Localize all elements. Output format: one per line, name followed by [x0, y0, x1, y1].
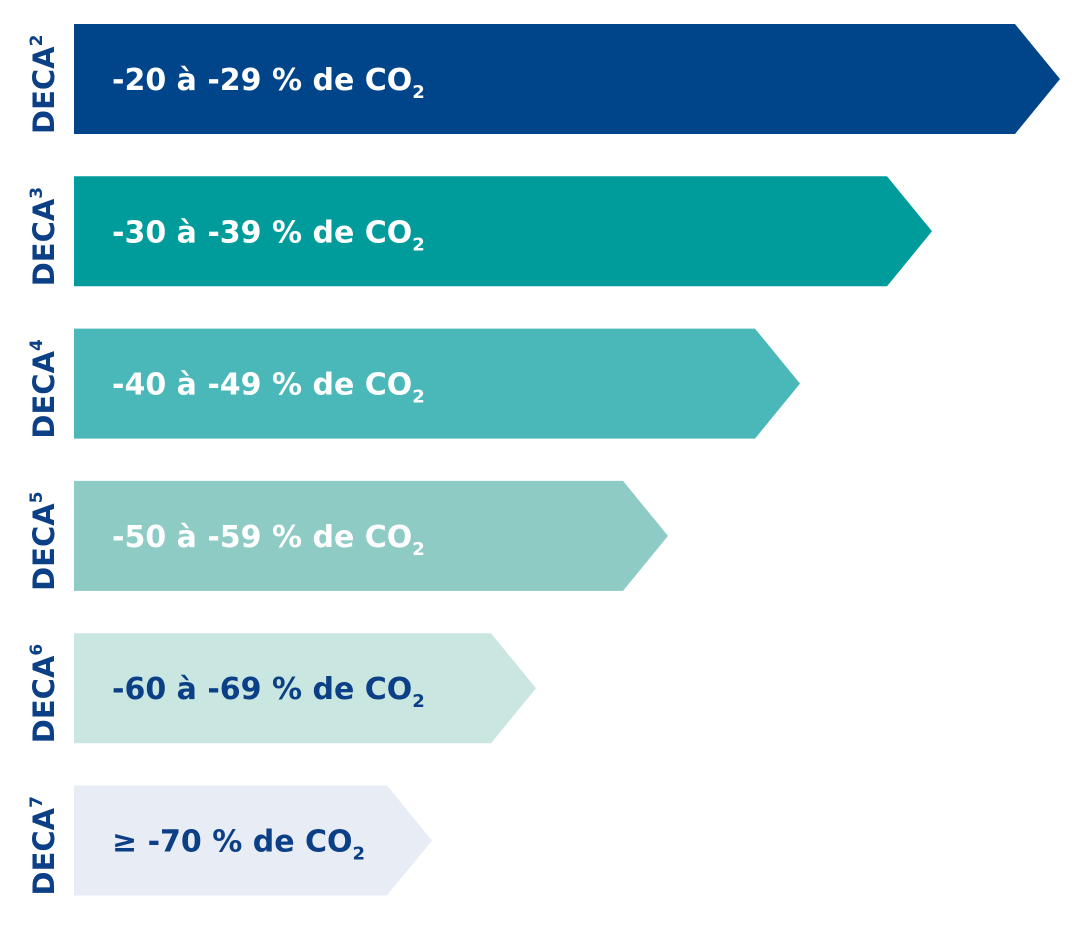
row-text: -20 à -29 % de CO2 — [112, 63, 425, 103]
label-text: DECA — [27, 807, 61, 895]
arrow-bar — [74, 24, 1060, 134]
row-text: -30 à -39 % de CO2 — [112, 215, 425, 255]
label-superscript: 5 — [27, 491, 47, 503]
reduction-text: -30 à -39 % de CO — [112, 215, 412, 250]
reduction-text: -20 à -29 % de CO — [112, 63, 412, 98]
subscript: 2 — [353, 844, 366, 865]
arrow-bar — [74, 328, 800, 439]
reduction-text: ≥ -70 % de CO — [112, 825, 353, 860]
label-text: DECA — [27, 655, 61, 743]
subscript: 2 — [412, 82, 425, 103]
arrow-bar — [74, 633, 536, 744]
label-text: DECA — [27, 198, 61, 286]
row-label: DECA2 — [27, 35, 61, 134]
reduction-text: -60 à -69 % de CO — [112, 672, 412, 707]
arrow-bar — [74, 176, 932, 287]
row-label: DECA3 — [27, 187, 61, 286]
label-superscript: 2 — [27, 35, 47, 47]
reduction-text: -50 à -59 % de CO — [112, 520, 412, 555]
subscript: 2 — [412, 539, 425, 560]
subscript: 2 — [412, 387, 425, 408]
arrow-bar — [74, 785, 432, 896]
label-superscript: 3 — [27, 187, 47, 199]
row-text: -50 à -59 % de CO2 — [112, 520, 425, 560]
row-text: -40 à -49 % de CO2 — [112, 368, 425, 408]
subscript: 2 — [412, 234, 425, 255]
arrow-bar — [74, 480, 668, 591]
reduction-text: -40 à -49 % de CO — [112, 368, 412, 403]
row-text: ≥ -70 % de CO2 — [112, 825, 365, 865]
subscript: 2 — [412, 691, 425, 712]
row-label: DECA6 — [27, 644, 61, 743]
row-label: DECA5 — [27, 491, 61, 590]
label-superscript: 4 — [27, 339, 47, 351]
label-text: DECA — [27, 350, 61, 438]
label-text: DECA — [27, 503, 61, 591]
row-label: DECA4 — [27, 339, 61, 439]
row-text: -60 à -69 % de CO2 — [112, 672, 425, 712]
label-text: DECA — [27, 46, 61, 134]
label-superscript: 6 — [27, 644, 47, 656]
label-superscript: 7 — [27, 796, 47, 808]
row-label: DECA7 — [27, 796, 61, 895]
